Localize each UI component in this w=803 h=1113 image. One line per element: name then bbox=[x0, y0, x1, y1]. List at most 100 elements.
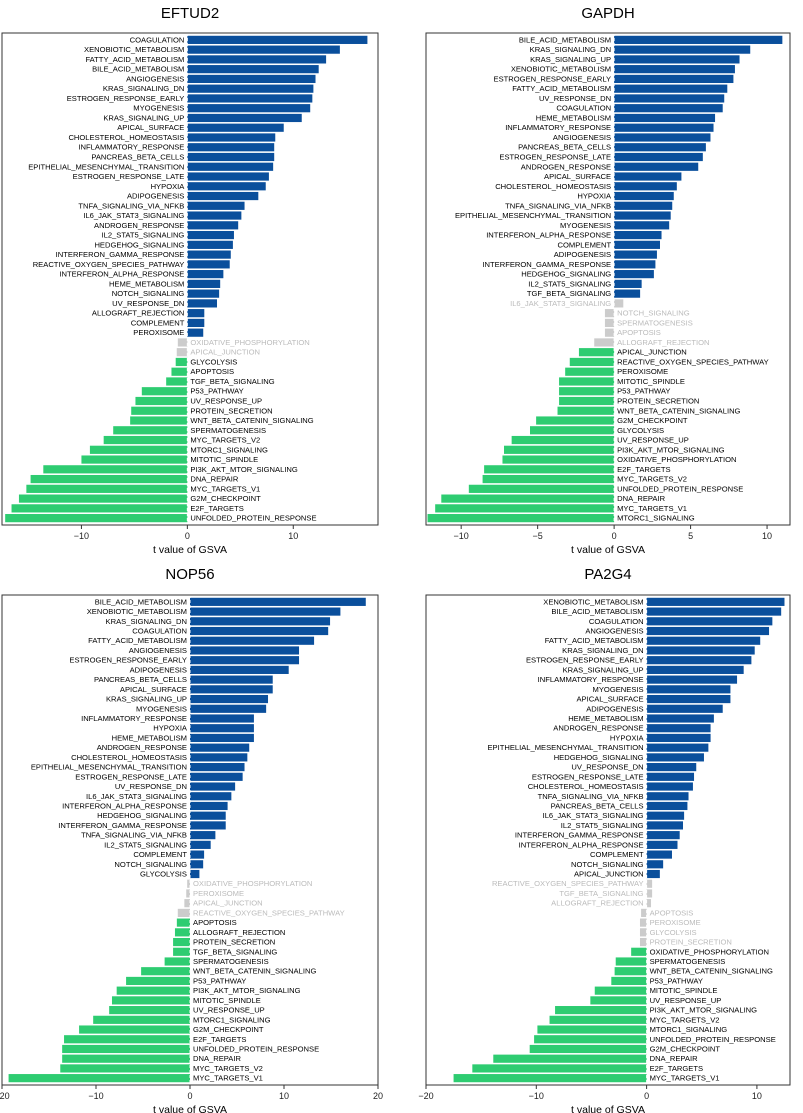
bar-label: TNFA_SIGNALING_VIA_NFKB bbox=[505, 201, 611, 210]
bar bbox=[614, 250, 657, 259]
bar-label: APICAL_SURFACE bbox=[544, 172, 611, 181]
bar bbox=[472, 1064, 647, 1073]
bar-label: UNFOLDED_PROTEIN_RESPONSE bbox=[617, 484, 743, 493]
bar-label: INTERFERON_ALPHA_RESPONSE bbox=[519, 840, 644, 849]
bar bbox=[81, 455, 188, 464]
chart-title: NOP56 bbox=[165, 566, 214, 583]
bar bbox=[184, 899, 190, 908]
bar bbox=[646, 860, 664, 869]
bar bbox=[646, 772, 695, 781]
bar bbox=[646, 782, 693, 791]
bar bbox=[537, 1025, 647, 1034]
bar bbox=[646, 850, 672, 859]
bar-label: MYC_TARGETS_V1 bbox=[193, 1074, 263, 1083]
bar bbox=[190, 792, 232, 801]
bar-label: ALLOGRAFT_REJECTION bbox=[617, 338, 709, 347]
bar bbox=[614, 65, 735, 74]
bar bbox=[555, 1006, 647, 1015]
bar bbox=[176, 918, 190, 927]
bar-label: CHOLESTEROL_HOMEOSTASIS bbox=[528, 782, 644, 791]
bar bbox=[11, 504, 188, 513]
bar bbox=[190, 626, 329, 636]
bar-label: SPERMATOGENESIS bbox=[190, 426, 266, 435]
bar-label: REACTIVE_OXYGEN_SPECIES_PATHWAY bbox=[492, 879, 644, 888]
bar-label: IL2_STAT5_SIGNALING bbox=[101, 231, 184, 240]
bar bbox=[646, 607, 782, 616]
bar bbox=[646, 714, 714, 723]
bar-label: PEROXISOME bbox=[650, 918, 701, 927]
bar bbox=[530, 426, 615, 435]
bar-label: MYOGENESIS bbox=[560, 221, 611, 230]
bar bbox=[534, 1035, 647, 1044]
bar-label: INTERFERON_ALPHA_RESPONSE bbox=[62, 801, 187, 810]
bar bbox=[177, 908, 190, 917]
bar-label: OXIDATIVE_PHOSPHORYLATION bbox=[650, 947, 769, 956]
bar-label: UNFOLDED_PROTEIN_RESPONSE bbox=[190, 514, 316, 523]
chart-title: EFTUD2 bbox=[161, 5, 219, 22]
bar bbox=[646, 597, 785, 606]
bar bbox=[646, 626, 770, 636]
bar-label: COMPLEMENT bbox=[133, 850, 187, 859]
bar-label: UNFOLDED_PROTEIN_RESPONSE bbox=[193, 1044, 319, 1053]
bar bbox=[187, 211, 242, 220]
bar-label: APICAL_SURFACE bbox=[117, 123, 184, 132]
x-tick-label: −5 bbox=[533, 531, 543, 541]
bar-label: COAGULATION bbox=[132, 627, 187, 636]
bar bbox=[536, 416, 615, 425]
bar-label: IL2_STAT5_SIGNALING bbox=[561, 821, 644, 830]
bar-label: ALLOGRAFT_REJECTION bbox=[193, 928, 285, 937]
bar bbox=[187, 35, 368, 44]
bar bbox=[141, 967, 190, 976]
bar bbox=[646, 675, 738, 684]
bar bbox=[646, 869, 660, 879]
bar-label: ESTROGEN_RESPONSE_LATE bbox=[532, 772, 644, 781]
bar-label: DNA_REPAIR bbox=[190, 475, 238, 484]
bar bbox=[646, 811, 685, 820]
bar bbox=[614, 45, 751, 54]
bar bbox=[646, 831, 680, 840]
bar bbox=[18, 494, 188, 503]
bar-label: SPERMATOGENESIS bbox=[193, 957, 269, 966]
bar-label: MYC_TARGETS_V1 bbox=[190, 484, 260, 493]
bar-label: HYPOXIA bbox=[151, 182, 186, 191]
bar-label: SPERMATOGENESIS bbox=[617, 318, 693, 327]
bar-label: ESTROGEN_RESPONSE_EARLY bbox=[494, 74, 612, 83]
bar-label: CHOLESTEROL_HOMEOSTASIS bbox=[68, 133, 184, 142]
bar-label: BILE_ACID_METABOLISM bbox=[92, 65, 184, 74]
bar bbox=[646, 821, 684, 830]
bar bbox=[187, 84, 314, 93]
bar bbox=[646, 763, 697, 772]
bar bbox=[190, 694, 269, 704]
bar bbox=[109, 1006, 190, 1015]
bar bbox=[614, 289, 641, 298]
bar-label: HEME_METABOLISM bbox=[568, 714, 643, 723]
bar-label: GLYCOLYSIS bbox=[617, 426, 664, 435]
bar-label: BILE_ACID_METABOLISM bbox=[551, 607, 643, 616]
x-tick-label: 10 bbox=[762, 531, 772, 541]
bar bbox=[187, 250, 231, 259]
bar-label: ANGIOGENESIS bbox=[553, 133, 611, 142]
bar bbox=[62, 1044, 190, 1054]
bar bbox=[187, 104, 311, 113]
bar-label: P53_PATHWAY bbox=[617, 387, 670, 396]
bar-label: ALLOGRAFT_REJECTION bbox=[92, 309, 184, 318]
bar-label: MTORC1_SIGNALING bbox=[617, 514, 695, 523]
bar-label: KRAS_SIGNALING_DN bbox=[530, 45, 611, 54]
bar bbox=[614, 104, 723, 113]
x-tick-label: −20 bbox=[418, 1091, 433, 1101]
bar-label: GLYCOLYSIS bbox=[140, 870, 187, 879]
bar-label: OXIDATIVE_PHOSPHORYLATION bbox=[617, 455, 736, 464]
x-axis-label: t value of GSVA bbox=[153, 544, 227, 556]
bar bbox=[604, 318, 615, 328]
bar-label: INFLAMMATORY_RESPONSE bbox=[505, 123, 611, 132]
bar-label: UV_RESPONSE_UP bbox=[617, 436, 689, 445]
bar-label: APICAL_SURFACE bbox=[576, 695, 643, 704]
bar-label: APICAL_JUNCTION bbox=[574, 870, 644, 879]
bar bbox=[614, 123, 714, 132]
bar bbox=[30, 474, 188, 484]
bar-label: COMPLEMENT bbox=[131, 318, 185, 327]
bar-label: INFLAMMATORY_RESPONSE bbox=[78, 143, 184, 152]
bar bbox=[103, 435, 188, 445]
bar bbox=[93, 1015, 190, 1024]
bar-label: MYC_TARGETS_V1 bbox=[650, 1074, 720, 1083]
